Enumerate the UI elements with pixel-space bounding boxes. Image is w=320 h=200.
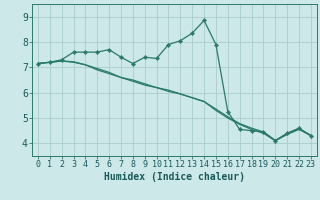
X-axis label: Humidex (Indice chaleur): Humidex (Indice chaleur) [104, 172, 245, 182]
